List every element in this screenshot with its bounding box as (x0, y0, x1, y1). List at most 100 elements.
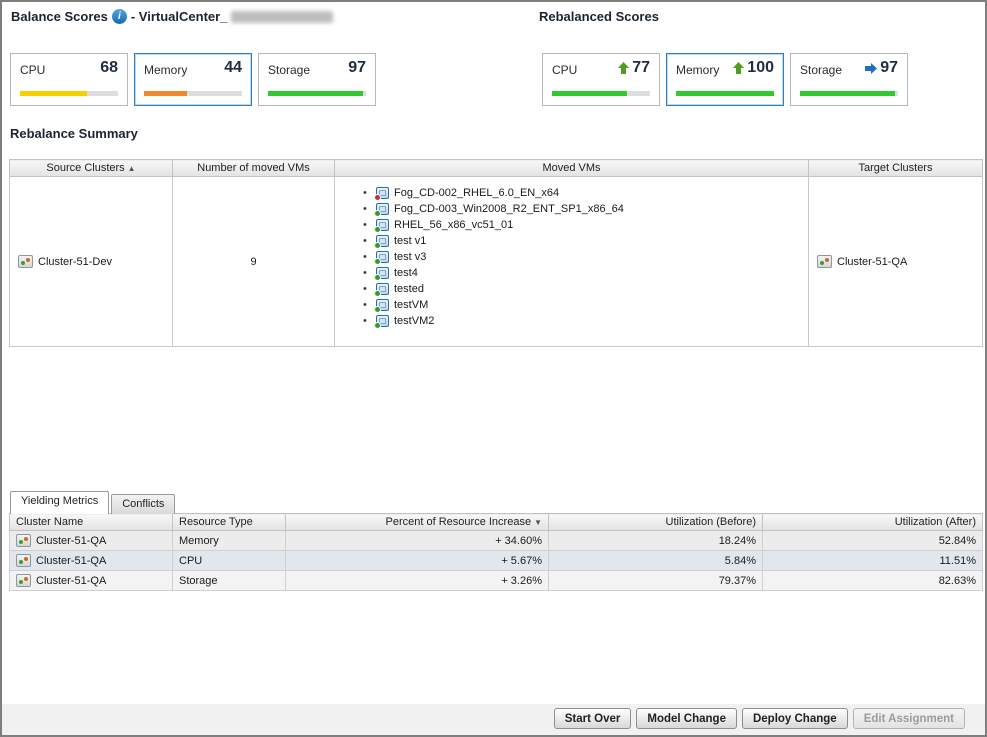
bullet: • (363, 203, 367, 215)
score-bar-fill (144, 91, 188, 96)
utilization-after-cell: 52.84% (762, 530, 983, 551)
score-card-label: Memory (676, 63, 720, 77)
column-header-utilization-after[interactable]: Utilization (After) (762, 513, 983, 531)
info-icon[interactable]: i (111, 9, 127, 24)
vm-icon (374, 187, 389, 201)
cluster-name: Cluster-51-QA (36, 534, 107, 547)
rebalance-summary-table: Source Clusters ▲ Number of moved VMs Mov… (9, 159, 983, 347)
cluster-name: Cluster-51-QA (36, 554, 107, 567)
vm-status-badge (374, 258, 381, 265)
score-card-value: 77 (632, 59, 650, 76)
score-bar-fill (800, 91, 896, 96)
moved-vm-list: • Fog_CD-002_RHEL_6.0_EN_x64 • Fog_CD-003_… (363, 185, 808, 329)
bullet: • (363, 315, 367, 327)
vm-name: testVM2 (394, 315, 435, 327)
trend-right-icon (864, 62, 878, 75)
score-card-storage[interactable]: Storage 97 (258, 53, 376, 106)
start-over-button[interactable]: Start Over (553, 708, 632, 729)
target-cluster-name: Cluster-51-QA (837, 255, 908, 268)
yielding-metrics-table: Cluster Name Resource Type Percent of Re… (9, 513, 983, 591)
resource-type-cell: Storage (172, 570, 286, 591)
footer-bar: Start Over Model Change Deploy Change Ed… (2, 704, 985, 735)
model-change-button[interactable]: Model Change (636, 708, 737, 729)
moved-vm-item: • test4 (363, 265, 808, 281)
utilization-after-cell: 11.51% (762, 550, 983, 571)
bullet: • (363, 235, 367, 247)
score-bar (676, 91, 774, 96)
summary-row: Cluster-51-Dev 9 • Fog_CD-002_RHEL_6.0_EN… (9, 176, 983, 347)
score-bar (268, 91, 366, 96)
score-card-cpu[interactable]: CPU 68 (10, 53, 128, 106)
tab-yielding-metrics[interactable]: Yielding Metrics (10, 491, 110, 514)
column-label: Source Clusters (46, 162, 125, 174)
bullet: • (363, 283, 367, 295)
rebalanced-card-storage[interactable]: Storage 97 (790, 53, 908, 106)
score-bar (20, 91, 118, 96)
vm-icon (374, 219, 389, 233)
bullet: • (363, 251, 367, 263)
sort-desc-icon: ▼ (534, 518, 542, 527)
column-header-resource-type[interactable]: Resource Type (172, 513, 286, 531)
target-cluster-cell: Cluster-51-QA (808, 176, 983, 347)
percent-increase-cell: + 3.26% (285, 570, 549, 591)
column-header-moved-count[interactable]: Number of moved VMs (172, 159, 335, 177)
vcenter-label: - VirtualCenter_ (130, 9, 228, 24)
vm-icon (374, 235, 389, 249)
vm-icon (374, 251, 389, 265)
score-bar (800, 91, 898, 96)
source-cluster-name: Cluster-51-Dev (38, 255, 112, 268)
column-header-target-clusters[interactable]: Target Clusters (808, 159, 983, 177)
vm-status-badge (374, 242, 381, 249)
score-card-label: CPU (552, 63, 578, 77)
percent-increase-cell: + 34.60% (285, 530, 549, 551)
score-card-value: 100 (747, 59, 774, 76)
vm-name: Fog_CD-002_RHEL_6.0_EN_x64 (394, 187, 560, 199)
bullet: • (363, 267, 367, 279)
metrics-row[interactable]: Cluster-51-QA Storage + 3.26% 79.37% 82.… (9, 570, 983, 591)
cluster-icon (16, 534, 31, 547)
vm-name: testVM (394, 299, 429, 311)
bullet: • (363, 299, 367, 311)
rebalanced-card-cpu[interactable]: CPU 77 (542, 53, 660, 106)
cluster-name-cell: Cluster-51-QA (9, 570, 173, 591)
score-card-value: 68 (100, 59, 118, 76)
score-bar-fill (676, 91, 774, 96)
bullet: • (363, 187, 367, 199)
bullet: • (363, 219, 367, 231)
column-header-percent-increase[interactable]: Percent of Resource Increase ▼ (285, 513, 549, 531)
metrics-row[interactable]: Cluster-51-QA Memory + 34.60% 18.24% 52.… (9, 530, 983, 551)
vm-name: test4 (394, 267, 418, 279)
tab-conflicts[interactable]: Conflicts (111, 494, 176, 514)
vm-status-badge (374, 290, 381, 297)
balance-scores-title: Balance Scores (11, 9, 108, 24)
rebalance-summary-title: Rebalance Summary (10, 126, 138, 141)
trend-up-icon (732, 61, 745, 75)
vm-status-badge (374, 226, 381, 233)
vm-icon (374, 299, 389, 313)
cluster-name: Cluster-51-QA (36, 574, 107, 587)
column-header-moved-vms[interactable]: Moved VMs (334, 159, 809, 177)
vm-name: test v1 (394, 235, 427, 247)
column-header-source-clusters[interactable]: Source Clusters ▲ (9, 159, 173, 177)
moved-vm-item: • tested (363, 281, 808, 297)
score-card-memory[interactable]: Memory 44 (134, 53, 252, 106)
vm-name: tested (394, 283, 424, 295)
balance-score-cards: CPU 68 Memory 44 Storage 97 (10, 53, 376, 106)
score-card-label: CPU (20, 63, 46, 77)
cluster-icon (18, 255, 33, 268)
score-bar (144, 91, 242, 96)
rebalanced-card-memory[interactable]: Memory 100 (666, 53, 784, 106)
utilization-before-cell: 79.37% (548, 570, 763, 591)
utilization-before-cell: 5.84% (548, 550, 763, 571)
vm-icon (374, 315, 389, 329)
deploy-change-button[interactable]: Deploy Change (741, 708, 848, 729)
moved-vm-item: • testVM2 (363, 313, 808, 329)
score-card-label: Memory (144, 63, 188, 77)
cluster-icon (817, 255, 832, 268)
vm-status-badge (374, 194, 381, 201)
metrics-row[interactable]: Cluster-51-QA CPU + 5.67% 5.84% 11.51% (9, 550, 983, 571)
score-card-value: 97 (880, 59, 898, 76)
column-header-utilization-before[interactable]: Utilization (Before) (548, 513, 763, 531)
vm-name: RHEL_56_x86_vc51_01 (394, 219, 514, 231)
column-header-cluster-name[interactable]: Cluster Name (9, 513, 173, 531)
